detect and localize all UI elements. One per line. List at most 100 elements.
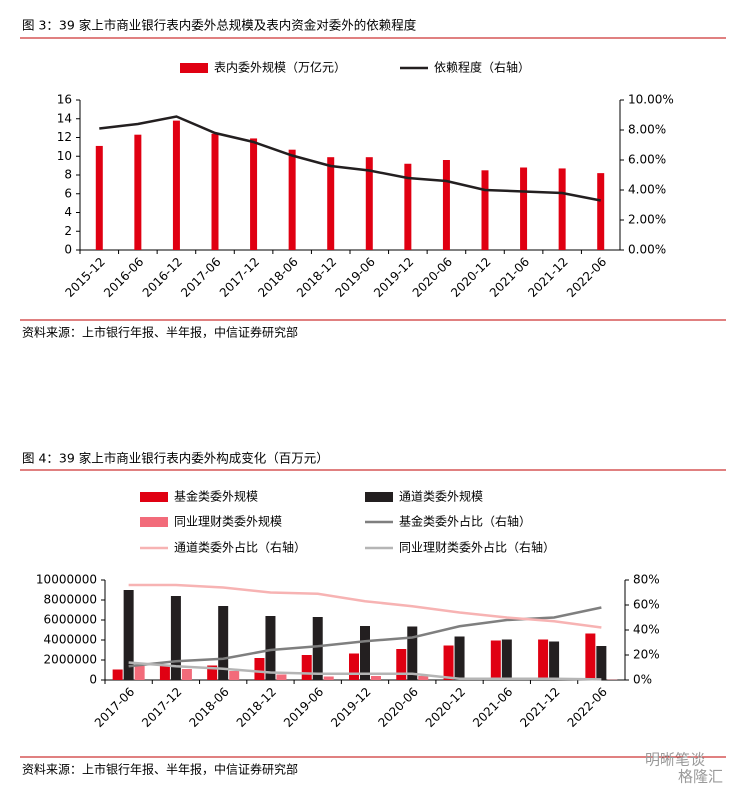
x-tick-label: 2021-06 <box>470 685 515 730</box>
bar <box>454 636 465 680</box>
bar <box>596 646 607 680</box>
y2-tick-label: 80% <box>633 573 660 587</box>
x-tick-label: 2017-06 <box>92 685 137 730</box>
line <box>99 115 601 202</box>
y-tick-label: 8 <box>64 168 72 182</box>
x-tick-label: 2021-12 <box>517 685 562 730</box>
x-tick-label: 2021-06 <box>487 255 532 300</box>
x-tick-label: 2017-12 <box>139 685 184 730</box>
y-tick-label: 2000000 <box>44 653 97 667</box>
legend-label: 通道类委外占比（右轴） <box>174 540 306 555</box>
bar <box>134 666 145 680</box>
x-tick-label: 2018-06 <box>186 685 231 730</box>
bar <box>404 163 412 250</box>
bar <box>349 653 359 680</box>
y-tick-label: 4 <box>64 205 72 219</box>
figure-title: 图 4：39 家上市商业银行表内委外构成变化（百万元） <box>22 451 329 466</box>
bar <box>207 665 218 680</box>
legend-label: 依赖程度（右轴） <box>434 60 530 75</box>
bar <box>181 669 192 680</box>
bar <box>211 133 219 250</box>
x-tick-label: 2020-06 <box>410 255 455 300</box>
x-tick-label: 2016-12 <box>140 255 185 300</box>
bar <box>301 655 312 680</box>
bar <box>323 676 334 680</box>
bar <box>418 676 429 680</box>
bar <box>520 167 528 250</box>
bar <box>288 149 296 250</box>
x-tick-label: 2018-12 <box>294 255 339 300</box>
x-tick-label: 2019-12 <box>371 255 416 300</box>
bar <box>396 649 407 680</box>
bar <box>254 658 265 680</box>
y2-tick-label: 60% <box>633 598 660 612</box>
x-tick-label: 2019-06 <box>281 685 326 730</box>
bar <box>501 639 512 680</box>
x-tick-label: 2021-12 <box>525 255 570 300</box>
figure-title: 图 3：39 家上市商业银行表内委外总规模及表内资金对委外的依赖程度 <box>22 18 417 33</box>
y2-tick-label: 4.00% <box>628 183 666 197</box>
legend-swatch <box>180 63 208 73</box>
y-tick-label: 6000000 <box>44 613 97 627</box>
bar <box>159 666 170 680</box>
bar <box>229 671 240 680</box>
bar <box>112 669 123 680</box>
bar <box>312 617 323 680</box>
bar <box>276 674 287 680</box>
bar <box>443 645 454 680</box>
y2-tick-label: 2.00% <box>628 213 666 227</box>
x-tick-label: 2017-06 <box>178 255 223 300</box>
bar <box>597 173 605 250</box>
source: 资料来源：上市银行年报、半年报，中信证券研究部 <box>22 325 298 340</box>
legend-label: 同业理财类委外规模 <box>174 514 282 529</box>
x-tick-label: 2020-12 <box>423 685 468 730</box>
x-tick-label: 2016-06 <box>101 255 146 300</box>
y2-tick-label: 40% <box>633 623 660 637</box>
bar <box>327 157 335 250</box>
bar <box>407 626 418 680</box>
y-tick-label: 4000000 <box>44 633 97 647</box>
legend-swatch <box>365 492 393 502</box>
y-tick-label: 8000000 <box>44 593 97 607</box>
y2-tick-label: 0% <box>633 673 652 687</box>
legend-label: 通道类委外规模 <box>399 489 483 504</box>
bar <box>549 641 560 680</box>
legend-label: 基金类委外规模 <box>174 489 258 504</box>
x-tick-label: 2018-06 <box>255 255 300 300</box>
bar <box>134 134 142 250</box>
bar <box>365 157 373 250</box>
x-tick-label: 2019-12 <box>328 685 373 730</box>
x-tick-label: 2020-06 <box>376 685 421 730</box>
x-tick-label: 2019-06 <box>333 255 378 300</box>
y2-tick-label: 6.00% <box>628 153 666 167</box>
y-tick-label: 10 <box>57 149 72 163</box>
bar <box>123 590 134 680</box>
y-tick-label: 16 <box>57 93 72 107</box>
line <box>128 583 602 629</box>
x-tick-label: 2020-12 <box>448 255 493 300</box>
x-tick-label: 2022-06 <box>565 685 610 730</box>
bar <box>538 639 549 680</box>
legend-label: 表内委外规模（万亿元） <box>214 60 346 75</box>
bar <box>95 145 103 250</box>
watermark: 明晰笔谈 <box>645 751 705 769</box>
bar <box>371 676 381 680</box>
y2-tick-label: 20% <box>633 648 660 662</box>
legend-swatch <box>140 517 168 527</box>
x-tick-label: 2017-12 <box>217 255 262 300</box>
y-tick-label: 12 <box>57 130 72 144</box>
bar <box>172 120 180 250</box>
legend-label: 基金类委外占比（右轴） <box>399 514 531 529</box>
bar <box>442 160 450 250</box>
y2-tick-label: 0.00% <box>628 243 666 257</box>
bar <box>481 170 489 250</box>
bar <box>250 138 258 250</box>
y-tick-label: 10000000 <box>36 573 97 587</box>
y-tick-label: 0 <box>89 673 97 687</box>
bar <box>218 606 229 680</box>
bar <box>360 626 370 680</box>
source: 资料来源：上市银行年报、半年报，中信证券研究部 <box>22 762 298 777</box>
line <box>128 661 602 681</box>
x-tick-label: 2015-12 <box>63 255 108 300</box>
